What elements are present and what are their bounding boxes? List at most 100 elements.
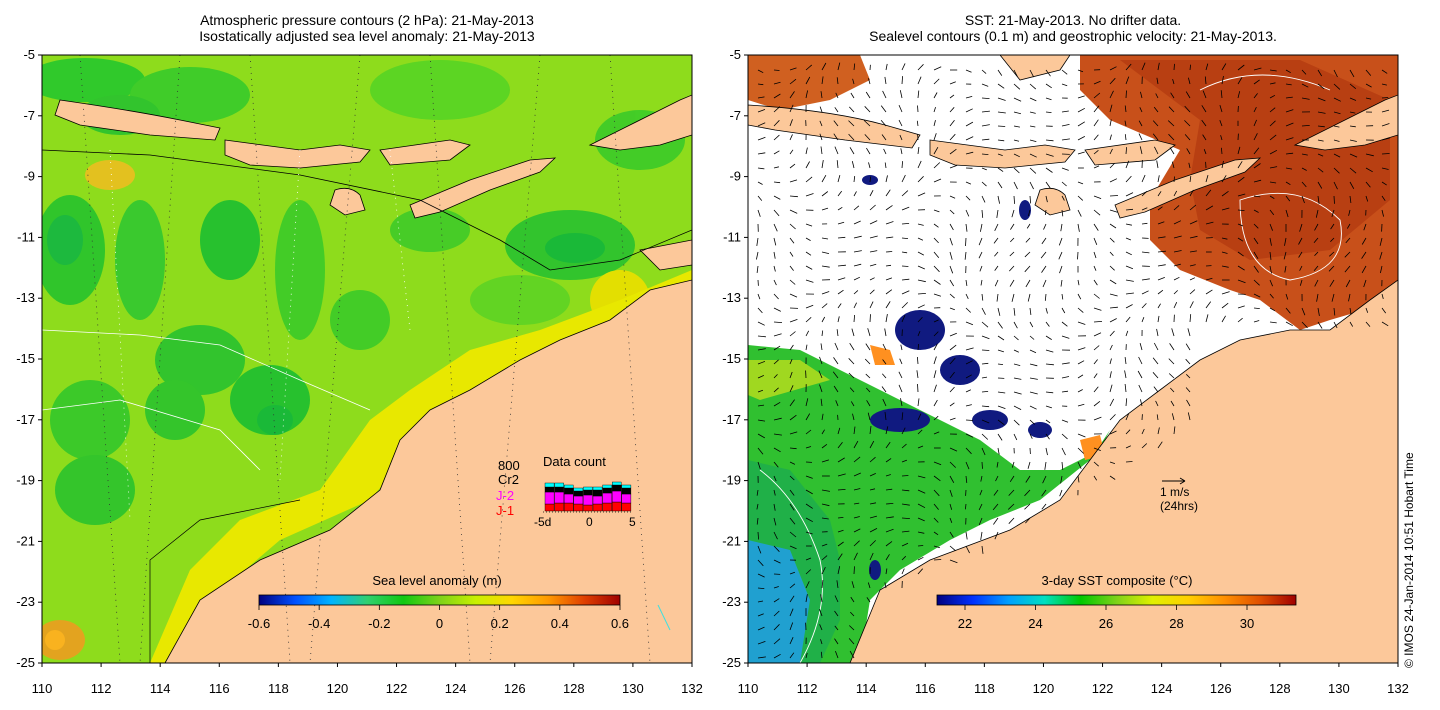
velocity-arrow [1013, 419, 1020, 426]
velocity-arrow [1185, 91, 1191, 99]
velocity-arrow [1029, 391, 1038, 395]
velocity-arrow [1172, 78, 1175, 85]
velocity-arrow [1237, 91, 1241, 99]
velocity-arrow [1109, 293, 1118, 297]
velocity-arrow [757, 433, 765, 439]
sla-cyan-contour [657, 604, 671, 631]
velocity-arrow [805, 652, 808, 659]
velocity-arrow [1093, 251, 1097, 259]
velocity-arrow [773, 223, 778, 232]
velocity-arrow [1202, 90, 1207, 99]
velocity-arrow [1109, 104, 1113, 113]
sst-map-lon-label: 124 [1151, 681, 1173, 696]
velocity-arrow [1333, 307, 1336, 316]
velocity-arrow [773, 93, 781, 99]
velocity-arrow [869, 176, 871, 183]
velocity-arrow [1077, 69, 1084, 73]
velocity-arrow [1253, 133, 1258, 141]
velocity-arrow [851, 161, 855, 169]
velocity-arrow [1189, 235, 1198, 239]
velocity-arrow [821, 580, 824, 589]
velocity-arrow [1093, 293, 1100, 299]
velocity-arrow [1139, 107, 1143, 113]
velocity-arrow [965, 237, 967, 247]
velocity-arrow [898, 104, 903, 113]
velocity-arrow [949, 293, 955, 299]
velocity-arrow [821, 265, 830, 268]
velocity-arrow [834, 638, 839, 645]
velocity-arrow [1109, 384, 1113, 393]
velocity-arrow [1013, 153, 1020, 158]
velocity-arrow [901, 290, 910, 295]
velocity-arrow [981, 83, 989, 87]
velocity-arrow [820, 639, 823, 645]
velocity-arrow [1124, 134, 1127, 141]
velocity-arrow [1077, 307, 1084, 313]
velocity-arrow [1221, 237, 1228, 240]
sst-colorbar-tick-label: 30 [1240, 616, 1254, 631]
velocity-arrow [819, 624, 823, 631]
velocity-arrow [1173, 263, 1182, 267]
velocity-arrow [901, 302, 908, 309]
velocity-arrow [1045, 447, 1048, 456]
velocity-arrow [981, 419, 990, 424]
sst-map-lat-label: -11 [723, 229, 741, 244]
velocity-arrow [949, 94, 955, 99]
velocity-arrow [1333, 167, 1340, 174]
data-count-bar-segment [621, 484, 632, 489]
velocity-arrow [789, 489, 795, 496]
velocity-arrow [1045, 97, 1052, 101]
velocity-arrow [1189, 189, 1194, 197]
velocity-arrow [1045, 335, 1052, 340]
velocity-arrow [1253, 251, 1259, 259]
velocity-arrow [1157, 264, 1166, 267]
velocity-arrow [773, 307, 781, 312]
velocity-arrow [789, 461, 796, 465]
velocity-arrow [1125, 330, 1129, 337]
velocity-arrow [834, 595, 839, 603]
velocity-arrow [1219, 120, 1223, 127]
velocity-arrow [1125, 292, 1134, 295]
velocity-arrow [964, 251, 967, 260]
velocity-arrow [916, 370, 919, 379]
velocity-arrow [880, 119, 887, 127]
velocity-arrow [917, 64, 924, 71]
velocity-arrow [1045, 419, 1051, 424]
sst-map-lat-label: -21 [722, 533, 741, 548]
velocity-arrow [1220, 90, 1223, 99]
velocity-arrow [994, 531, 999, 540]
velocity-arrow [757, 96, 765, 99]
sst-colorbar-label: 3-day SST composite (°C) [1042, 573, 1193, 588]
velocity-arrow [1381, 181, 1387, 186]
sst-map-lon-label: 128 [1269, 681, 1291, 696]
velocity-arrow [757, 167, 765, 170]
velocity-arrow [853, 566, 855, 575]
sla-sea-level-contour-1 [42, 329, 371, 411]
velocity-arrow [882, 359, 887, 365]
velocity-arrow [997, 405, 1006, 409]
sst-land-tanimbar [1293, 94, 1398, 151]
velocity-arrow [981, 391, 989, 393]
velocity-arrow [757, 321, 765, 326]
velocity-arrow [1109, 318, 1117, 323]
velocity-arrow [1168, 373, 1175, 379]
velocity-arrow [949, 517, 953, 523]
velocity-arrow [1013, 405, 1022, 410]
velocity-arrow [965, 503, 967, 510]
velocity-arrow [996, 461, 999, 468]
velocity-arrow [997, 419, 1005, 426]
velocity-arrow [965, 475, 968, 483]
velocity-arrow [901, 555, 907, 561]
velocity-arrow [853, 205, 860, 211]
velocity-arrow [1205, 301, 1212, 309]
velocity-arrow [773, 81, 781, 85]
velocity-arrow [981, 307, 986, 315]
velocity-arrow [1093, 332, 1102, 337]
velocity-arrow [1301, 321, 1308, 329]
velocity-arrow [1316, 293, 1319, 302]
velocity-arrow [965, 447, 972, 455]
velocity-arrow [1140, 399, 1143, 407]
velocity-arrow [789, 251, 794, 257]
velocity-arrow [1317, 167, 1324, 173]
velocity-arrow [1186, 148, 1191, 155]
